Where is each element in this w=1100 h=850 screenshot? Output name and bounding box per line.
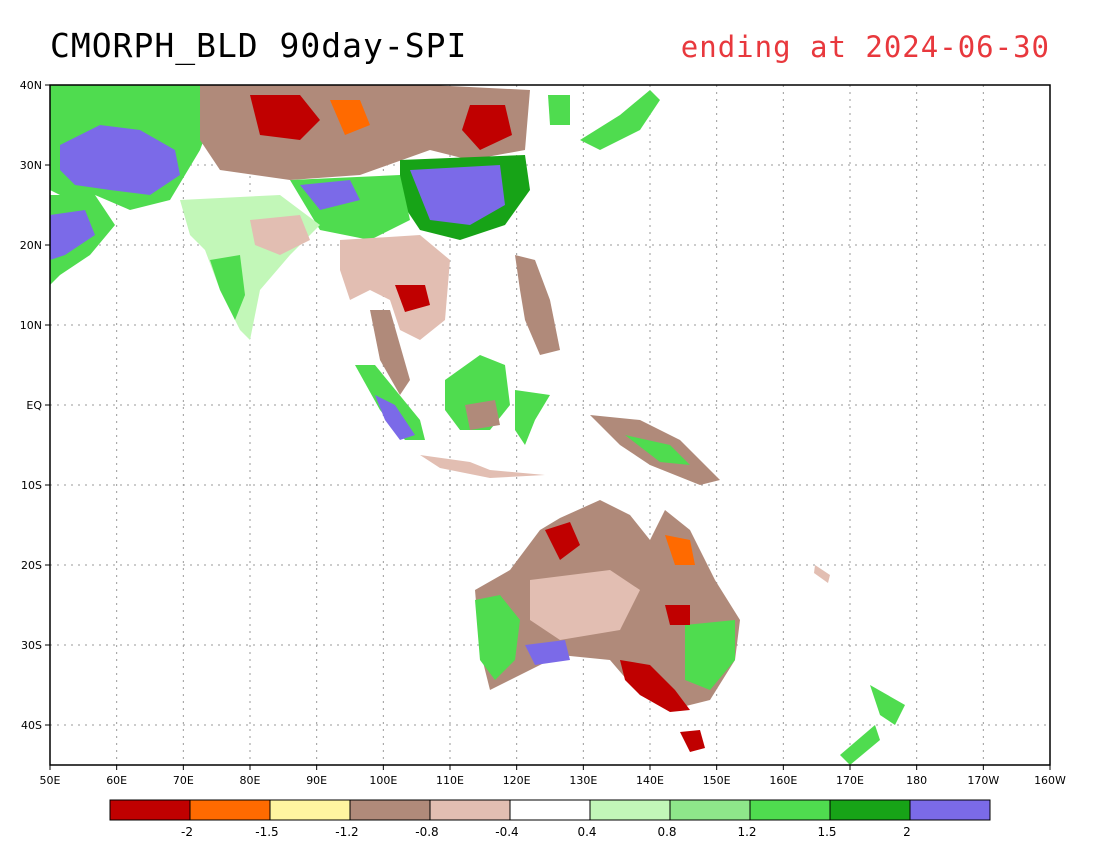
- legend-tick-label: 0.4: [577, 825, 596, 839]
- region-south-china-wettest: [410, 165, 505, 225]
- lon-label: 70E: [173, 774, 194, 787]
- lon-label: 100E: [369, 774, 397, 787]
- legend-tick-label: 2: [903, 825, 911, 839]
- region-new-zealand-north: [870, 685, 905, 725]
- region-indochina: [340, 235, 450, 340]
- region-australia-dry-cape: [665, 535, 695, 565]
- map-subtitle: ending at 2024-06-30: [680, 30, 1050, 64]
- region-india-wet: [210, 255, 245, 320]
- legend-swatch: [589, 799, 671, 821]
- region-new-caledonia: [814, 565, 830, 583]
- region-philippines: [515, 255, 560, 355]
- region-himalaya-bright: [300, 180, 360, 210]
- legend-swatch: [269, 799, 351, 821]
- region-australia-wet-east: [685, 620, 735, 690]
- legend-tick-label: 1.2: [737, 825, 756, 839]
- legend-tick-label: -0.4: [495, 825, 518, 839]
- region-sumatra-wet: [375, 395, 415, 440]
- lat-label: 20N: [20, 239, 42, 252]
- region-australia-dry-center: [665, 605, 690, 625]
- lat-label: 10N: [20, 319, 42, 332]
- lon-label: 170W: [967, 774, 999, 787]
- latitude-labels: 40N 30N 20N 10N EQ 10S 20S 30S 40S: [20, 79, 50, 732]
- lat-label: 40N: [20, 79, 42, 92]
- lon-label: 150E: [703, 774, 731, 787]
- region-india-dry: [250, 215, 310, 255]
- lat-label: EQ: [26, 399, 42, 412]
- lon-label: 130E: [569, 774, 597, 787]
- lon-label: 120E: [503, 774, 531, 787]
- lon-label: 180: [906, 774, 927, 787]
- lon-label: 50E: [40, 774, 61, 787]
- region-tasmania: [680, 730, 705, 752]
- legend-tick-label: -2: [181, 825, 193, 839]
- region-indochina-dry: [395, 285, 430, 312]
- region-tibet-dry: [250, 95, 320, 140]
- region-japan: [580, 90, 660, 150]
- legend-swatch: [429, 799, 511, 821]
- lon-label: 80E: [240, 774, 261, 787]
- region-korea: [548, 95, 570, 125]
- spi-field-layer: [50, 85, 905, 765]
- legend-swatch: [509, 799, 591, 821]
- legend-swatch: [109, 799, 191, 821]
- region-australia-wet-west: [475, 595, 520, 680]
- map-frame: [49, 84, 1051, 766]
- region-australia-wet-sw: [525, 640, 570, 665]
- lat-label: 40S: [21, 719, 42, 732]
- legend-tick-label: 1.5: [817, 825, 836, 839]
- legend-tick-label: -1.5: [255, 825, 278, 839]
- lat-label: 30S: [21, 639, 42, 652]
- region-australia-dry-south: [620, 660, 690, 712]
- legend-swatch: [829, 799, 911, 821]
- lon-label: 160E: [769, 774, 797, 787]
- region-australia-center: [530, 570, 640, 640]
- map-title: CMORPH_BLD 90day-SPI: [50, 26, 468, 65]
- region-tibet-dry2: [330, 100, 370, 135]
- region-borneo-dry: [465, 400, 500, 430]
- region-sulawesi: [515, 390, 550, 445]
- lon-label: 140E: [636, 774, 664, 787]
- legend-swatch: [189, 799, 271, 821]
- region-australia-dry-north: [545, 522, 580, 560]
- lon-label: 90E: [306, 774, 327, 787]
- region-central-asia-wet: [60, 125, 180, 195]
- color-legend: -2 -1.5 -1.2 -0.8 -0.4 0.4 0.8 1.2 1.5 2: [109, 799, 991, 839]
- lon-label: 170E: [836, 774, 864, 787]
- lat-label: 30N: [20, 159, 42, 172]
- legend-tick-label: -0.8: [415, 825, 438, 839]
- region-arabia-wet: [50, 210, 95, 260]
- legend-swatch: [669, 799, 751, 821]
- legend-tick-label: 0.8: [657, 825, 676, 839]
- lat-label: 10S: [21, 479, 42, 492]
- legend-swatch: [909, 799, 991, 821]
- region-new-guinea-wet: [625, 435, 690, 465]
- region-malay: [370, 310, 410, 395]
- graticule: [50, 85, 1050, 765]
- lon-label: 60E: [106, 774, 127, 787]
- legend-tick-label: -1.2: [335, 825, 358, 839]
- region-north-china-dry: [462, 105, 512, 150]
- legend-swatch: [749, 799, 831, 821]
- lon-label: 160W: [1034, 774, 1066, 787]
- legend-swatch: [349, 799, 431, 821]
- lon-label: 110E: [436, 774, 464, 787]
- longitude-labels: 50E 60E 70E 80E 90E 100E 110E 120E 130E 140E 150E 1…: [40, 765, 1066, 787]
- lat-label: 20S: [21, 559, 42, 572]
- region-java: [420, 455, 545, 478]
- region-new-zealand-south: [840, 725, 880, 765]
